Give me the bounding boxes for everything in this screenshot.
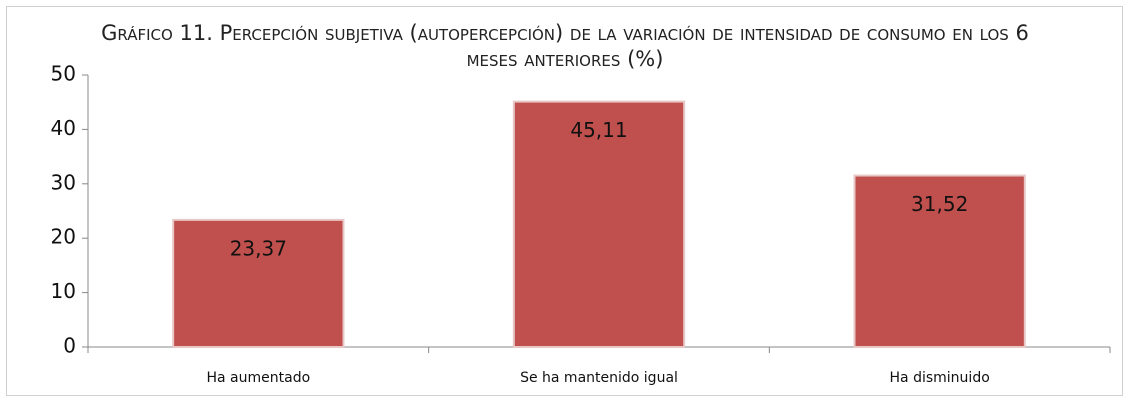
y-tick-label: 0: [63, 334, 76, 358]
value-label: 31,52: [911, 192, 968, 216]
chart-title: Gráfico 11. Percepción subjetiva (autope…: [101, 21, 1029, 71]
bar: [853, 174, 1026, 348]
x-tick-label: Ha disminuido: [890, 370, 990, 386]
y-tick-label: 10: [51, 279, 76, 303]
x-tick-label: Se ha mantenido igual: [520, 370, 678, 386]
bar: [172, 218, 345, 348]
value-label: 45,11: [570, 118, 627, 142]
x-tick-label: Ha aumentado: [207, 370, 311, 386]
value-label: 23,37: [230, 236, 287, 260]
chart-frame: [6, 6, 1123, 396]
y-tick-label: 50: [51, 62, 76, 86]
y-tick-label: 20: [51, 225, 76, 249]
bar: [512, 100, 686, 349]
y-tick-label: 40: [51, 116, 76, 140]
y-tick-label: 30: [51, 170, 76, 194]
